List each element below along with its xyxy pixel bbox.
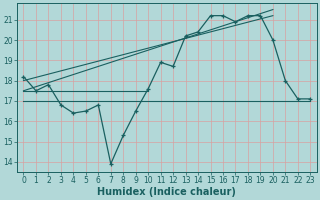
X-axis label: Humidex (Indice chaleur): Humidex (Indice chaleur): [98, 187, 236, 197]
